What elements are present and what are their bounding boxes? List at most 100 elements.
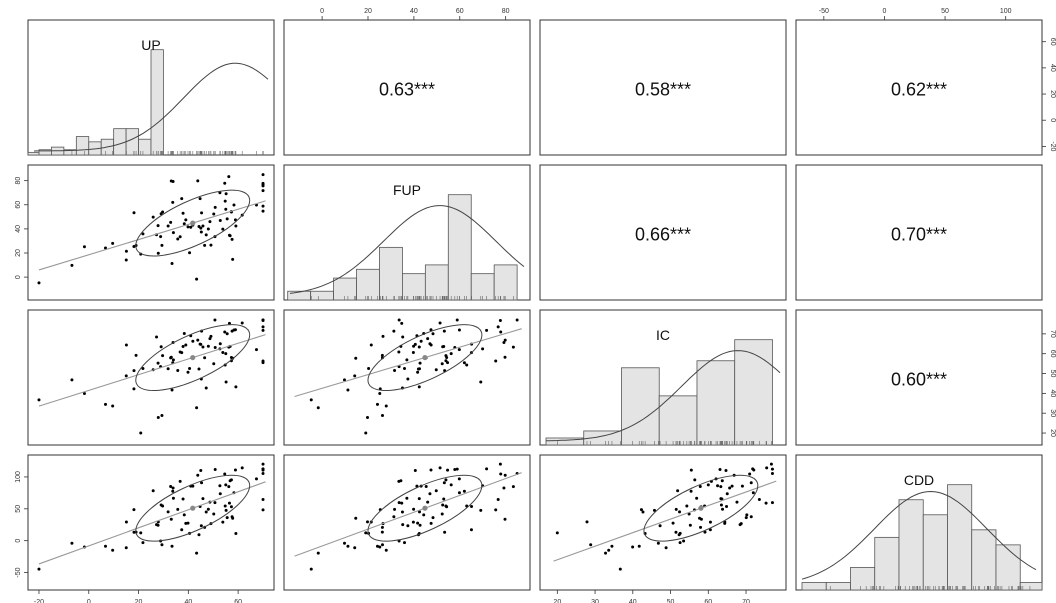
scatter-point xyxy=(585,520,589,524)
histogram-bar xyxy=(734,339,773,446)
scatter-point xyxy=(671,521,675,525)
y-tick-label: 70 xyxy=(1049,330,1056,338)
scatter-point xyxy=(223,330,227,334)
scatter-point xyxy=(124,520,128,524)
scatter-point xyxy=(156,251,160,255)
scatter-point xyxy=(166,367,170,371)
correlation-ellipse xyxy=(643,474,759,542)
scatter-point xyxy=(664,546,668,550)
variable-label: FUP xyxy=(393,182,421,198)
scatter-point xyxy=(719,485,723,489)
panel-frame xyxy=(27,309,275,446)
scatter-point xyxy=(209,243,213,247)
scatter-point xyxy=(124,249,128,253)
y-tick-label: 0 xyxy=(15,275,22,279)
histogram-bar xyxy=(1019,582,1043,591)
scatter-point xyxy=(481,347,485,351)
scatter-point xyxy=(393,507,397,511)
scatter-point xyxy=(218,342,222,346)
scatter-point xyxy=(380,525,384,529)
scatter-point xyxy=(744,516,748,520)
scatter-point xyxy=(200,211,204,215)
scatter-point xyxy=(417,510,421,514)
histogram-bar xyxy=(424,264,449,301)
scatter-point xyxy=(426,337,430,341)
scatter-point xyxy=(124,258,128,262)
scatter-point xyxy=(751,491,755,495)
x-tick-label: 50 xyxy=(941,8,949,15)
scatter-point xyxy=(470,505,474,509)
x-tick-label: 80 xyxy=(502,8,510,15)
scatter-point xyxy=(261,462,265,466)
scatter-point xyxy=(227,321,231,325)
scatter-point xyxy=(261,328,265,332)
scatter-point xyxy=(699,517,703,521)
scatter-point xyxy=(213,501,217,505)
scatter-point xyxy=(503,517,507,521)
scatter-point xyxy=(212,362,216,366)
scatter-point xyxy=(156,224,160,228)
scatter-point xyxy=(261,184,265,188)
regression-line xyxy=(553,480,777,562)
scatter-point xyxy=(261,471,265,475)
scatter-point xyxy=(228,234,232,238)
scatter-point xyxy=(198,342,202,346)
scatter-point xyxy=(225,516,229,520)
scatter-point xyxy=(197,533,201,537)
scatter-point xyxy=(178,479,182,483)
density-curve xyxy=(801,490,1037,580)
mean-point xyxy=(422,505,428,511)
scatter-point xyxy=(199,230,203,234)
x-tick-label: 20 xyxy=(364,8,372,15)
scatter-point xyxy=(37,398,41,402)
scatter-point xyxy=(607,548,611,552)
scatter-point xyxy=(159,345,163,349)
scatter-point xyxy=(397,318,401,322)
scatter-point xyxy=(171,486,175,490)
scatter-point xyxy=(171,180,175,184)
scatter-point xyxy=(224,380,228,384)
scatter-point xyxy=(169,220,173,224)
scatter-point xyxy=(208,337,212,341)
x-tick-label: 30 xyxy=(591,599,599,603)
panel-grid: UP 0.63*** 0.58*** 0.62*** FUP 0.66*** 0.70***… xyxy=(27,19,1043,591)
scatter-point xyxy=(419,339,423,343)
scatter-point xyxy=(502,486,506,490)
scatter-point xyxy=(234,531,238,535)
scatter-point xyxy=(503,338,507,342)
scatter-point xyxy=(196,473,200,477)
y-tick-label: 50 xyxy=(1049,370,1056,378)
scatter-point xyxy=(224,508,228,512)
scatter-point xyxy=(229,505,233,509)
scatter-point xyxy=(170,388,174,392)
scatter-point xyxy=(195,277,199,281)
scatter-point xyxy=(343,541,347,545)
scatter-point xyxy=(198,197,202,201)
scatter-point xyxy=(496,325,500,329)
scatter-point xyxy=(181,345,185,349)
scatter-point xyxy=(184,218,188,222)
x-tick-label: 40 xyxy=(184,599,192,603)
scatter-point xyxy=(141,541,145,545)
y-tick-label: 0 xyxy=(1049,118,1056,122)
scatter-point xyxy=(479,508,483,512)
scatter-point xyxy=(346,388,350,392)
scatter-point xyxy=(457,477,461,481)
scatter-point xyxy=(400,501,404,505)
scatter-point xyxy=(199,468,203,472)
scatter-point xyxy=(225,332,229,336)
scatter-point xyxy=(462,489,466,493)
scatter-point xyxy=(212,212,216,216)
y-tick-label: 20 xyxy=(15,249,22,257)
histogram-bar xyxy=(379,246,403,301)
histogram-bar xyxy=(898,499,924,591)
scatter-point xyxy=(134,353,138,357)
correlation-ellipse xyxy=(135,474,251,542)
scatter-point xyxy=(431,332,435,336)
scatter-point xyxy=(206,507,210,511)
scatter-point xyxy=(440,512,444,516)
correlation-label: 0.60*** xyxy=(891,370,947,390)
scatter-point xyxy=(186,521,190,525)
scatter-point xyxy=(213,468,217,472)
scatter-point xyxy=(400,510,404,514)
